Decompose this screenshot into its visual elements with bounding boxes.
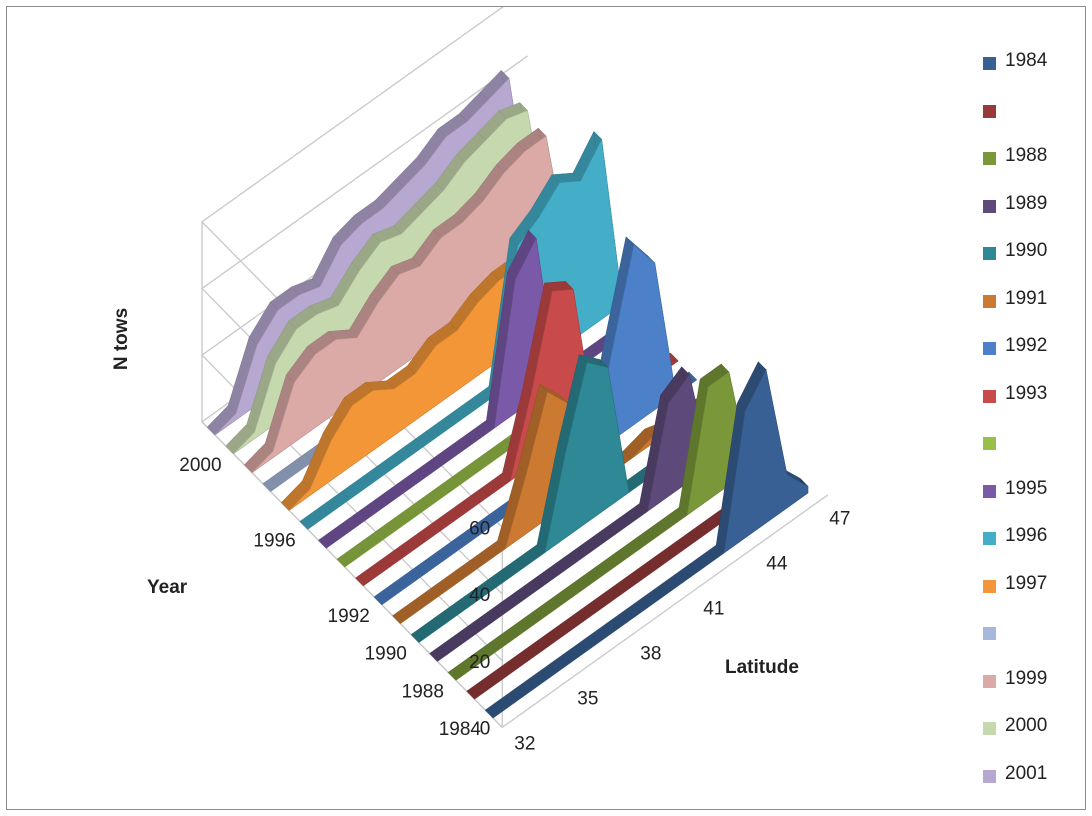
legend-item: 1984	[979, 47, 1089, 95]
z-tick-label: 1992	[328, 606, 370, 627]
legend-label: 1993	[1005, 382, 1048, 404]
z-tick-label: 1996	[253, 530, 295, 551]
series-ribbon	[466, 465, 790, 700]
legend-label: 1991	[1005, 287, 1048, 309]
legend-label: 2001	[1005, 762, 1048, 784]
series-ribbon-face	[455, 371, 772, 681]
legend-item: 1988	[979, 142, 1089, 190]
x-axis-title: Latitude	[725, 657, 799, 678]
z-tick-label: 1988	[402, 681, 444, 702]
z-tick-label: 1984	[439, 719, 482, 740]
z-axis-title: Year	[147, 577, 188, 598]
legend-swatch	[983, 389, 996, 403]
legend-swatch	[983, 769, 996, 783]
x-tick-label: 47	[829, 508, 850, 529]
legend-item	[979, 95, 1089, 143]
legend-label: 1990	[1005, 240, 1048, 261]
legend-item	[979, 617, 1089, 665]
legend-label: 1997	[1005, 572, 1048, 594]
legend-swatch	[983, 627, 996, 640]
legend-item: 2000	[979, 712, 1089, 760]
chart-series-ribbons	[206, 69, 809, 719]
chart-area: 0 20 40 60 32 35 38 41 44 47 1984 1988 1990 1992 1996 2…	[6, 6, 1086, 810]
z-tick-label: 2000	[179, 455, 221, 476]
legend-item: 1997	[979, 570, 1089, 618]
legend-swatch	[983, 152, 996, 165]
series-ribbon-face	[307, 138, 623, 530]
legend-item: 1992	[979, 332, 1089, 380]
legend-swatch	[983, 57, 996, 70]
chart-legend: 1984 1988 1989 1990 1991 1992 1993 1995 1996 1997…	[979, 47, 1089, 807]
x-tick-label: 38	[640, 643, 661, 664]
x-tick-label: 32	[514, 733, 535, 754]
y-tick-label: 60	[469, 518, 490, 539]
legend-swatch	[983, 532, 996, 545]
chart-tick-labels: 0 20 40 60 32 35 38 41 44 47 1984 1988 1990 1992 1996 2…	[179, 455, 850, 755]
legend-item: 2001	[979, 760, 1089, 808]
legend-swatch	[983, 104, 996, 118]
legend-item: 1996	[979, 522, 1089, 570]
legend-swatch	[983, 484, 996, 498]
legend-item: 1995	[979, 475, 1089, 523]
legend-label: 1992	[1005, 335, 1048, 356]
latitude-axis-line	[501, 494, 829, 728]
legend-label: 1996	[1005, 525, 1048, 546]
legend-item: 1990	[979, 237, 1089, 285]
legend-swatch	[983, 199, 996, 213]
legend-label: 1999	[1005, 667, 1048, 689]
series-ribbon-face	[251, 135, 568, 473]
series-ribbon-face	[492, 368, 809, 719]
y-tick-label: 20	[469, 652, 490, 673]
z-tick-label: 1990	[365, 644, 407, 665]
legend-item: 1991	[979, 285, 1089, 333]
chart-plot: 0 20 40 60 32 35 38 41 44 47 1984 1988 1990 1992 1996 2…	[111, 7, 850, 755]
y-tick-label: 40	[469, 585, 490, 606]
y-axis-title: N tows	[111, 308, 132, 370]
legend-swatch	[983, 579, 996, 593]
legend-label: 1984	[1005, 50, 1048, 71]
legend-label: 2000	[1005, 715, 1048, 736]
legend-swatch	[983, 674, 996, 688]
x-tick-label: 35	[577, 688, 598, 709]
legend-item	[979, 427, 1089, 475]
legend-label: 1988	[1005, 145, 1048, 166]
legend-swatch	[983, 342, 996, 355]
legend-swatch	[983, 247, 996, 260]
legend-label: 1989	[1005, 192, 1048, 214]
legend-item: 1993	[979, 380, 1089, 428]
x-tick-label: 41	[703, 598, 724, 619]
series-ribbon	[484, 360, 809, 719]
legend-label: 1995	[1005, 477, 1048, 499]
legend-swatch	[983, 294, 996, 308]
legend-item: 1999	[979, 665, 1089, 713]
x-tick-label: 44	[766, 553, 788, 574]
legend-swatch	[983, 722, 996, 735]
legend-item: 1989	[979, 190, 1089, 238]
y-tick-label: 0	[480, 718, 491, 739]
legend-swatch	[983, 437, 996, 450]
